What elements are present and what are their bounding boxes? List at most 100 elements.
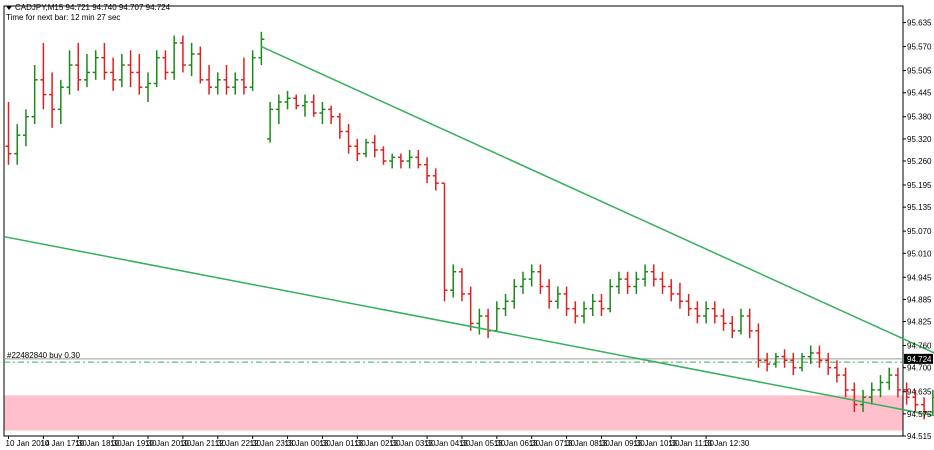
price-bar[interactable]	[267, 101, 274, 143]
price-bar[interactable]	[197, 46, 204, 84]
price-bar[interactable]	[101, 42, 108, 80]
price-bar[interactable]	[171, 35, 178, 80]
price-bar[interactable]	[894, 367, 901, 398]
price-bar[interactable]	[886, 367, 893, 390]
dropdown-icon[interactable]	[6, 5, 12, 10]
price-bar[interactable]	[633, 271, 640, 294]
price-bar[interactable]	[380, 146, 387, 165]
price-bar[interactable]	[232, 72, 239, 95]
price-bar[interactable]	[485, 308, 492, 339]
price-bar[interactable]	[249, 50, 256, 91]
price-bar[interactable]	[275, 94, 282, 125]
price-bar[interactable]	[424, 157, 431, 184]
price-bar[interactable]	[354, 138, 361, 162]
price-bar[interactable]	[729, 316, 736, 339]
price-bar[interactable]	[406, 149, 413, 169]
price-bar[interactable]	[83, 53, 90, 88]
price-bar[interactable]	[145, 72, 152, 102]
price-bar[interactable]	[772, 352, 779, 368]
price-bar[interactable]	[14, 124, 21, 165]
price-bar[interactable]	[284, 90, 291, 110]
price-bar[interactable]	[642, 264, 649, 287]
price-bar[interactable]	[467, 286, 474, 331]
price-bar[interactable]	[40, 42, 47, 110]
price-bar[interactable]	[5, 101, 12, 165]
price-bar[interactable]	[607, 279, 614, 313]
price-bar[interactable]	[903, 382, 910, 405]
price-bar[interactable]	[476, 308, 483, 335]
price-bar[interactable]	[711, 301, 718, 324]
price-bar[interactable]	[389, 153, 396, 169]
price-bar[interactable]	[258, 31, 265, 66]
price-bar[interactable]	[546, 279, 553, 309]
price-bar[interactable]	[441, 182, 448, 302]
price-bar[interactable]	[22, 109, 29, 147]
price-bar[interactable]	[877, 375, 884, 398]
price-bar[interactable]	[188, 42, 195, 77]
price-bar[interactable]	[598, 293, 605, 317]
price-bar[interactable]	[415, 149, 422, 169]
price-bar[interactable]	[720, 308, 727, 331]
price-bar[interactable]	[807, 345, 814, 365]
trendline[interactable]	[261, 45, 934, 388]
price-bar[interactable]	[912, 389, 919, 413]
price-bar[interactable]	[319, 101, 326, 125]
price-bar[interactable]	[825, 352, 832, 376]
price-bar[interactable]	[790, 352, 797, 376]
price-bar[interactable]	[310, 94, 317, 117]
price-bar[interactable]	[676, 282, 683, 309]
price-bar[interactable]	[92, 50, 99, 80]
price-bar[interactable]	[293, 94, 300, 110]
price-bar[interactable]	[868, 382, 875, 405]
price-bar[interactable]	[450, 264, 457, 298]
price-bar[interactable]	[624, 271, 631, 294]
price-bar[interactable]	[921, 397, 928, 420]
price-bar[interactable]	[136, 53, 143, 95]
price-bar[interactable]	[668, 279, 675, 302]
price-bar[interactable]	[31, 65, 38, 125]
price-bar[interactable]	[397, 153, 404, 169]
price-bar[interactable]	[929, 389, 934, 416]
price-bar[interactable]	[240, 57, 247, 95]
price-bar[interactable]	[493, 301, 500, 332]
price-bar[interactable]	[554, 286, 561, 309]
price-bar[interactable]	[816, 345, 823, 368]
price-bar[interactable]	[615, 271, 622, 294]
price-bar[interactable]	[458, 268, 465, 302]
price-bar[interactable]	[49, 72, 56, 128]
price-bar[interactable]	[214, 72, 221, 95]
price-bar[interactable]	[842, 367, 849, 398]
price-bar[interactable]	[511, 279, 518, 309]
price-bar[interactable]	[703, 301, 710, 324]
price-bar[interactable]	[66, 50, 73, 95]
price-bar[interactable]	[659, 271, 666, 294]
price-bar[interactable]	[563, 286, 570, 317]
price-bar[interactable]	[363, 138, 370, 158]
price-bar[interactable]	[345, 124, 352, 154]
price-bar[interactable]	[519, 271, 526, 294]
price-bar[interactable]	[755, 323, 762, 368]
price-bar[interactable]	[432, 168, 439, 191]
price-bar[interactable]	[75, 42, 82, 91]
price-bar[interactable]	[301, 94, 308, 117]
price-bar[interactable]	[528, 264, 535, 287]
price-bar[interactable]	[206, 65, 213, 95]
price-bar[interactable]	[118, 53, 125, 88]
trendline[interactable]	[3, 235, 934, 431]
price-bar[interactable]	[57, 79, 64, 125]
price-bar[interactable]	[179, 35, 186, 73]
price-bar[interactable]	[537, 264, 544, 294]
price-bar[interactable]	[328, 105, 335, 125]
price-bar[interactable]	[162, 50, 169, 80]
price-bar[interactable]	[851, 382, 858, 413]
price-bar[interactable]	[694, 301, 701, 324]
price-bar[interactable]	[781, 349, 788, 368]
price-bar[interactable]	[581, 301, 588, 324]
price-bar[interactable]	[336, 113, 343, 139]
price-bar[interactable]	[502, 293, 509, 317]
price-bar[interactable]	[799, 352, 806, 372]
price-bar[interactable]	[127, 50, 134, 88]
price-bar[interactable]	[371, 135, 378, 158]
price-bar[interactable]	[833, 360, 840, 383]
